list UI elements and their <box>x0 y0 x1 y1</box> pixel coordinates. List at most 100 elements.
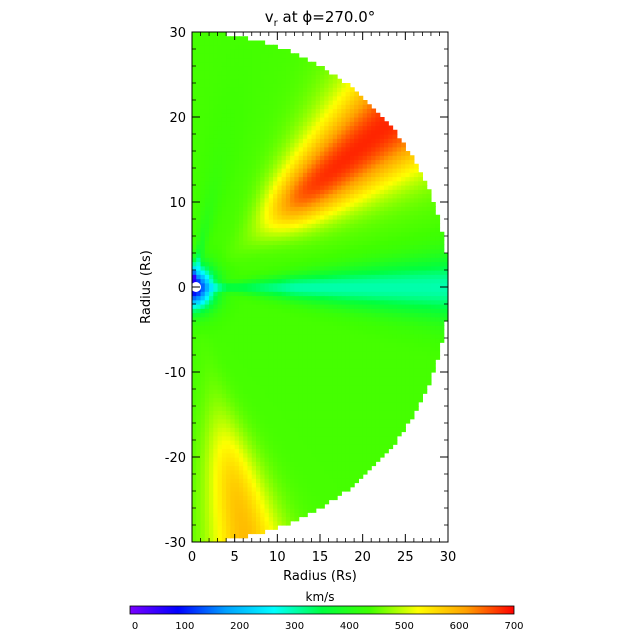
heatmap-cell <box>226 125 231 131</box>
heatmap-cell <box>379 197 385 203</box>
heatmap-cell <box>256 338 261 343</box>
heatmap-cell <box>247 397 253 403</box>
heatmap-cell <box>273 291 278 297</box>
heatmap-cell <box>200 100 206 105</box>
heatmap-cell <box>196 248 202 254</box>
heatmap-cell <box>273 265 278 271</box>
heatmap-cell <box>281 380 287 386</box>
heatmap-cell <box>230 444 236 450</box>
heatmap-cell <box>200 253 206 258</box>
heatmap-cell <box>354 406 359 411</box>
heatmap-cell <box>238 53 244 59</box>
heatmap-cell <box>294 197 300 203</box>
heatmap-cell <box>268 155 274 161</box>
heatmap-cell <box>388 444 394 450</box>
heatmap-cell <box>213 151 219 156</box>
heatmap-cell <box>209 36 214 42</box>
heatmap-cell <box>337 95 342 101</box>
heatmap-cell <box>375 435 381 441</box>
heatmap-cell <box>256 499 261 505</box>
heatmap-cell <box>221 508 227 513</box>
heatmap-cell <box>230 146 236 152</box>
heatmap-cell <box>273 104 278 110</box>
heatmap-cell <box>256 342 261 348</box>
heatmap-cell <box>230 168 236 173</box>
heatmap-cell <box>379 393 385 399</box>
heatmap-cell <box>358 104 364 110</box>
heatmap-cell <box>384 159 389 165</box>
heatmap-cell <box>217 372 223 377</box>
heatmap-cell <box>281 367 287 373</box>
heatmap-cell <box>204 333 210 339</box>
heatmap-cell <box>302 83 308 88</box>
heatmap-cell <box>349 176 355 182</box>
heatmap-cell <box>196 253 202 258</box>
heatmap-cell <box>204 87 210 93</box>
heatmap-cell <box>302 491 308 496</box>
heatmap-cell <box>256 440 261 445</box>
heatmap-cell <box>196 325 202 331</box>
heatmap-cell <box>204 261 210 267</box>
heatmap-cell <box>320 121 325 127</box>
heatmap-cell <box>375 308 381 314</box>
heatmap-cell <box>324 295 330 301</box>
heatmap-cell <box>341 202 347 207</box>
heatmap-cell <box>341 134 347 139</box>
heatmap-cell <box>320 452 325 458</box>
heatmap-cell <box>264 486 270 492</box>
heatmap-cell <box>238 342 244 348</box>
heatmap-cell <box>281 512 287 518</box>
heatmap-cell <box>362 350 368 356</box>
heatmap-cell <box>256 359 261 365</box>
heatmap-cell <box>247 359 253 365</box>
heatmap-cell <box>217 49 223 54</box>
heatmap-cell <box>247 240 253 246</box>
heatmap-cell <box>260 329 266 335</box>
heatmap-cell <box>273 57 278 63</box>
heatmap-cell <box>256 244 261 250</box>
heatmap-cell <box>311 338 317 343</box>
heatmap-cell <box>238 121 244 127</box>
heatmap-cell <box>268 151 274 156</box>
heatmap-cell <box>345 138 351 144</box>
heatmap-cell <box>196 206 202 212</box>
heatmap-cell <box>221 155 227 161</box>
heatmap-cell <box>388 210 394 216</box>
heatmap-cell <box>268 389 274 394</box>
heatmap-cell <box>358 423 364 428</box>
heatmap-cell <box>209 316 214 322</box>
heatmap-cell <box>268 295 274 301</box>
heatmap-cell <box>366 125 372 131</box>
heatmap-cell <box>247 236 253 241</box>
heatmap-cell <box>264 214 270 220</box>
heatmap-cell <box>192 427 197 433</box>
heatmap-cell <box>209 125 214 131</box>
heatmap-cell <box>337 185 342 190</box>
heatmap-cell <box>307 180 313 186</box>
heatmap-cell <box>298 142 304 148</box>
heatmap-cell <box>192 151 197 156</box>
heatmap-cell <box>204 270 210 275</box>
heatmap-cell <box>285 448 291 454</box>
heatmap-cell <box>290 163 295 169</box>
heatmap-cell <box>362 214 368 220</box>
heatmap-cell <box>332 423 338 428</box>
heatmap-cell <box>337 189 342 195</box>
heatmap-cell <box>324 287 330 292</box>
heatmap-cell <box>388 355 394 360</box>
heatmap-cell <box>384 248 389 254</box>
heatmap-cell <box>315 410 321 416</box>
heatmap-cell <box>332 406 338 411</box>
heatmap-cell <box>264 257 270 263</box>
heatmap-cell <box>234 210 240 216</box>
heatmap-cell <box>200 444 206 450</box>
heatmap-cell <box>243 499 249 505</box>
heatmap-cell <box>384 406 389 411</box>
heatmap-cell <box>302 389 308 394</box>
heatmap-cell <box>204 95 210 101</box>
heatmap-cell <box>238 223 244 229</box>
heatmap-cell <box>307 87 313 93</box>
heatmap-cell <box>362 223 368 229</box>
heatmap-cell <box>332 159 338 165</box>
heatmap-cell <box>204 32 210 37</box>
